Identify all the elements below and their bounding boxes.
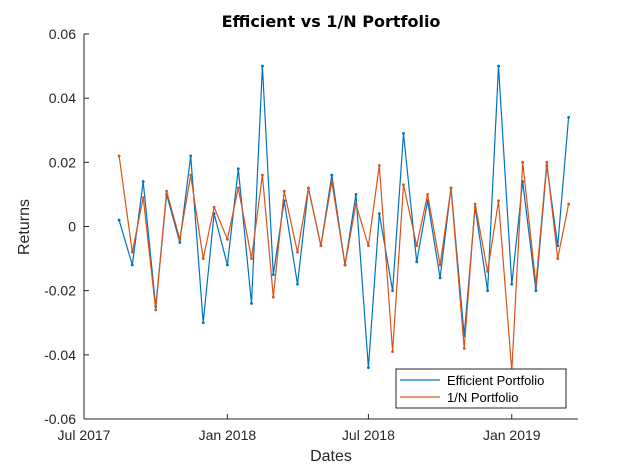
series-group: [117, 64, 571, 373]
data-point: [165, 189, 168, 193]
data-point: [415, 260, 419, 264]
data-point: [567, 116, 571, 119]
legend-box: [395, 368, 567, 409]
x-tick-label: Jul 2017: [58, 427, 111, 443]
legend: Efficient Portfolio 1/N Portfolio: [395, 368, 567, 409]
data-point: [130, 263, 134, 267]
data-point: [486, 289, 490, 293]
data-point: [510, 282, 514, 286]
data-point: [391, 289, 394, 293]
data-point: [141, 180, 145, 183]
data-point: [391, 350, 394, 354]
data-point: [330, 173, 334, 177]
data-point: [296, 282, 299, 286]
data-point: [462, 347, 466, 350]
data-point: [296, 250, 299, 254]
data-point: [261, 173, 264, 177]
data-point: [330, 180, 334, 183]
legend-label-1n: 1/N Portfolio: [447, 390, 519, 405]
data-point: [534, 282, 538, 286]
data-point: [141, 196, 145, 200]
x-tick-label: Jan 2019: [483, 427, 541, 443]
data-point: [354, 202, 358, 206]
data-point: [545, 160, 549, 164]
series-line-efficient: [118, 65, 570, 369]
data-point: [438, 263, 442, 267]
data-point: [521, 160, 525, 164]
y-tick-label: 0.02: [49, 154, 76, 170]
data-point: [236, 167, 240, 171]
y-tick-label: 0: [68, 219, 76, 235]
data-point: [367, 244, 370, 248]
data-point: [250, 302, 253, 305]
x-tick-label: Jul 2018: [342, 427, 395, 443]
data-point: [117, 154, 121, 158]
data-point: [319, 244, 323, 248]
data-point: [178, 237, 182, 241]
data-point: [201, 321, 205, 325]
data-point: [377, 164, 381, 167]
x-tick-label: Jan 2018: [199, 427, 257, 443]
data-point: [556, 257, 560, 260]
data-point: [130, 250, 134, 254]
data-point: [189, 173, 193, 177]
data-point: [189, 154, 193, 158]
y-tick-label: -0.02: [44, 283, 76, 299]
data-point: [534, 289, 538, 293]
data-point: [117, 218, 121, 222]
legend-label-efficient: Efficient Portfolio: [447, 373, 544, 388]
data-point: [473, 202, 477, 206]
series-efficient: [117, 64, 571, 370]
data-point: [486, 270, 490, 273]
y-tick-label: 0.04: [49, 90, 76, 106]
data-point: [426, 193, 430, 196]
data-point: [201, 257, 205, 260]
data-point: [225, 237, 229, 241]
data-point: [307, 186, 310, 190]
data-point: [497, 199, 500, 203]
y-tick-label: -0.04: [44, 347, 76, 363]
data-point: [367, 366, 370, 370]
data-point: [282, 189, 286, 193]
data-point: [567, 202, 571, 206]
data-point: [402, 183, 405, 187]
data-point: [250, 257, 253, 260]
y-tick-label: -0.06: [44, 411, 76, 427]
x-axis-label: Dates: [310, 448, 352, 465]
y-tick-label: 0.06: [49, 26, 76, 42]
data-point: [212, 205, 216, 209]
y-axis-label: Returns: [16, 199, 33, 255]
chart-title: Efficient vs 1/N Portfolio: [222, 12, 441, 31]
data-point: [449, 186, 453, 190]
data-point: [415, 244, 419, 248]
data-point: [271, 295, 275, 299]
data-point: [377, 212, 381, 216]
data-point: [402, 132, 405, 135]
data-point: [354, 193, 358, 196]
data-point: [497, 64, 500, 68]
data-point: [178, 241, 182, 244]
series-1n: [117, 154, 571, 373]
data-point: [438, 276, 442, 280]
data-point: [225, 263, 229, 267]
data-point: [261, 64, 264, 68]
data-point: [343, 263, 347, 267]
data-point: [154, 308, 158, 312]
data-point: [556, 244, 560, 248]
data-point: [271, 273, 275, 277]
data-point: [236, 186, 240, 190]
